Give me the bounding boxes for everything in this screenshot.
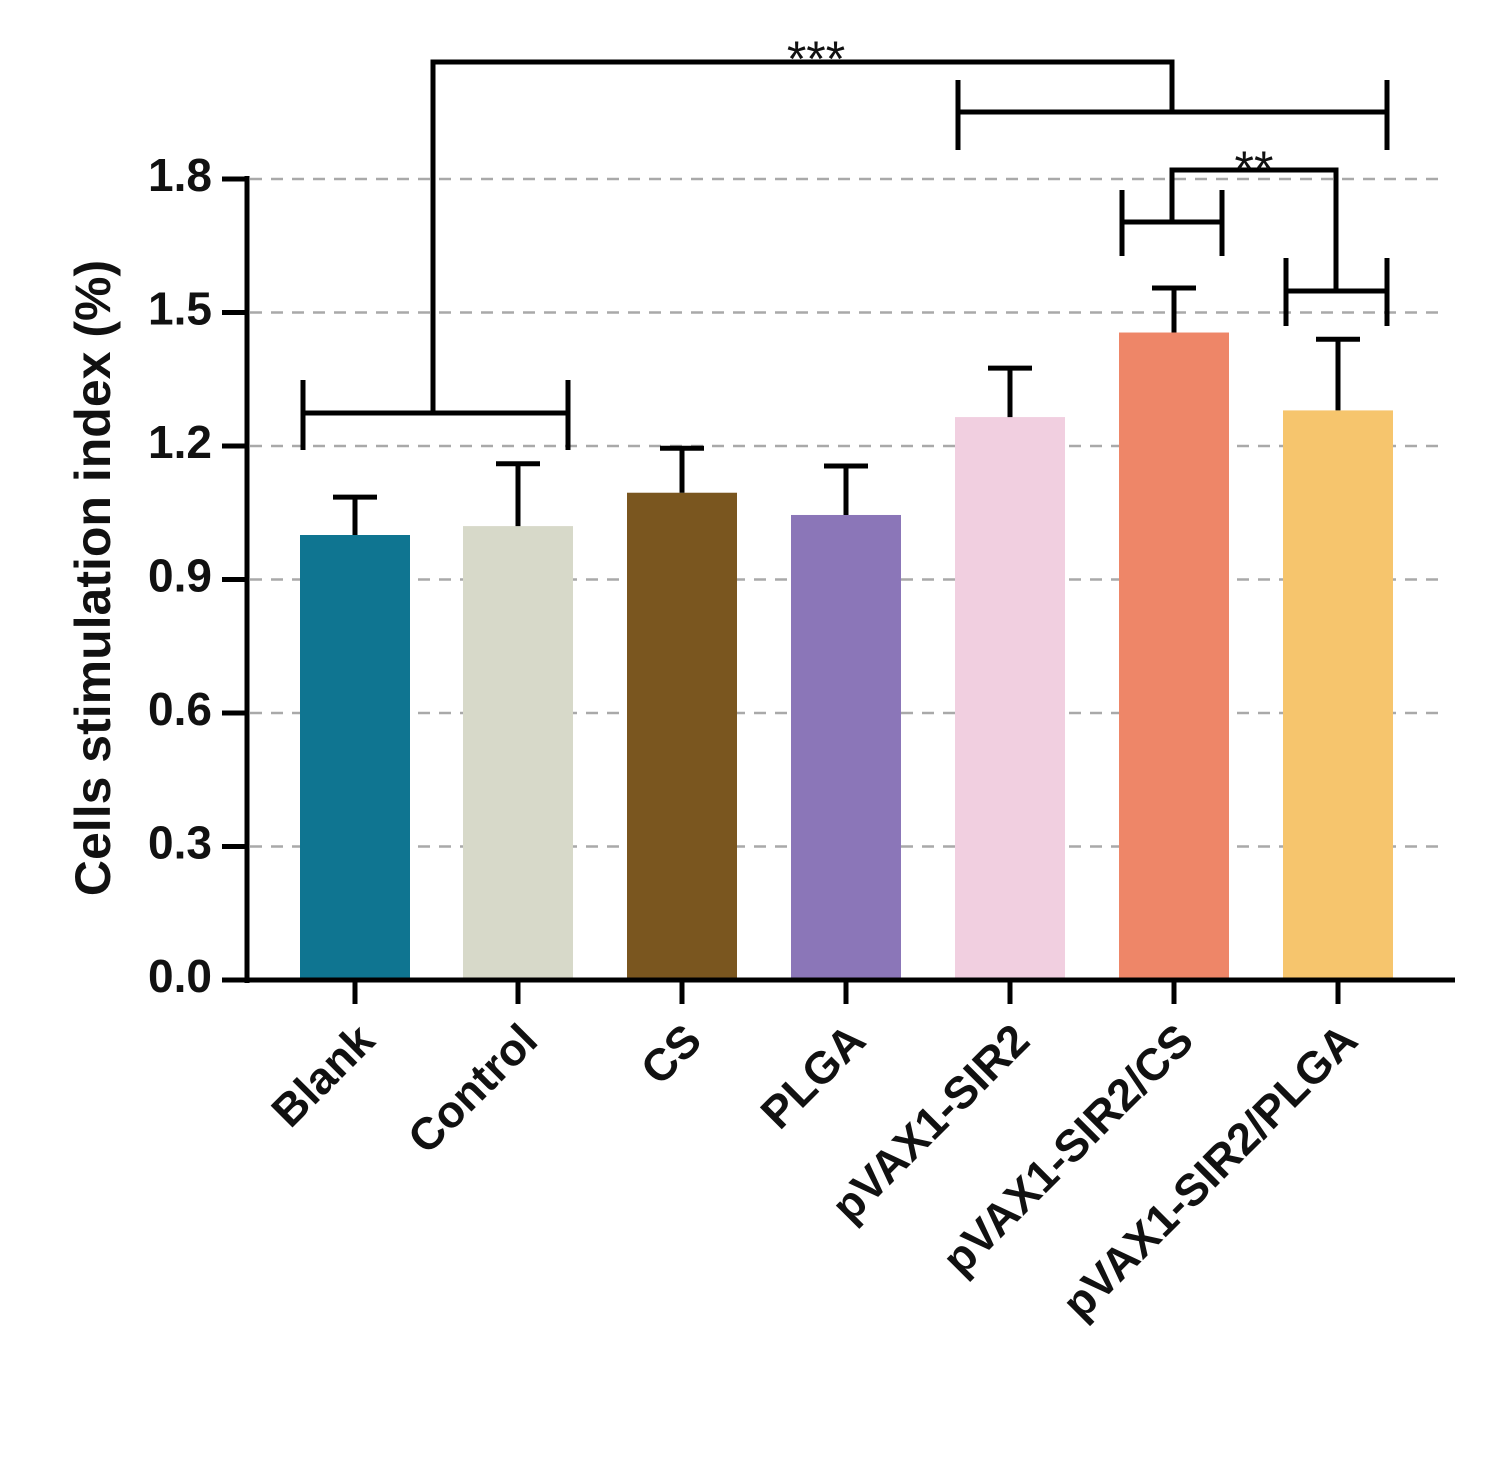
error-bars bbox=[333, 285, 1360, 535]
significance-bracket bbox=[430, 59, 1175, 413]
y-tick-label: 0.6 bbox=[148, 683, 212, 735]
y-tick-label: 1.8 bbox=[148, 149, 212, 201]
y-axis-title: Cells stimulation index (%) bbox=[65, 260, 121, 896]
x-tick-label: PLGA bbox=[751, 1014, 875, 1138]
significance-brackets bbox=[300, 59, 1390, 450]
y-tick-label: 0.3 bbox=[148, 817, 212, 869]
bar-plga bbox=[791, 514, 901, 980]
bar-pvax1-sir2-plga bbox=[1283, 410, 1393, 980]
x-ticks: Blank Control CS PLGApVAX1-SIR2pVAX1-SIR2/C… bbox=[261, 980, 1367, 1329]
bar-cs bbox=[627, 492, 737, 980]
x-tick-label: CS bbox=[631, 1014, 711, 1094]
y-tick-label: 0.9 bbox=[148, 550, 212, 602]
bar-control bbox=[463, 526, 573, 980]
y-tick-label: 0.0 bbox=[148, 950, 212, 1002]
bar-pvax1-sir2 bbox=[955, 417, 1065, 980]
bar-pvax1-sir2-cs bbox=[1119, 332, 1229, 980]
significance-labels: ***** bbox=[787, 31, 1274, 197]
significance-bracket bbox=[1169, 167, 1339, 291]
y-tick-label: 1.2 bbox=[148, 416, 212, 468]
x-tick-label: pVAX1-SIR2/PLGA bbox=[1052, 1014, 1367, 1329]
bars bbox=[300, 332, 1393, 980]
x-tick-label: Control bbox=[398, 1014, 547, 1163]
y-ticks: 0.0 0.3 0.6 0.9 1.2 1.5 1.8 bbox=[148, 149, 247, 1002]
significance-label-2: ** bbox=[1235, 141, 1274, 197]
y-tick-label: 1.5 bbox=[148, 283, 212, 335]
bar-blank bbox=[300, 535, 410, 980]
x-tick-label: Blank bbox=[261, 1013, 384, 1136]
significance-label-1: *** bbox=[787, 31, 845, 87]
